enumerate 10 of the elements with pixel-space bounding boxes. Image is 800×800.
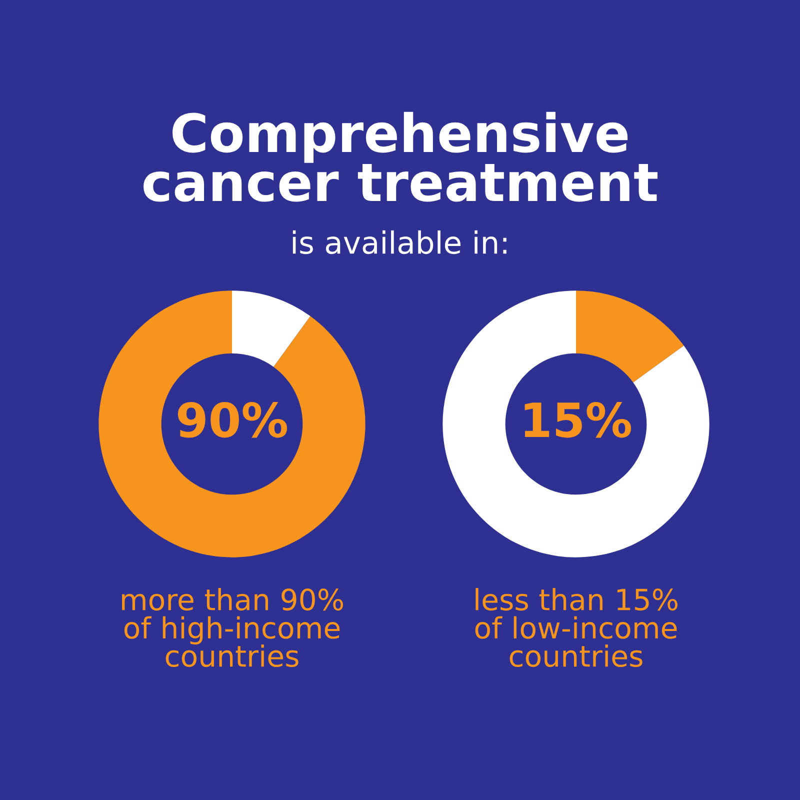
text: less than 15% of low-income countries xyxy=(475,588,678,668)
text: 15% xyxy=(524,402,632,438)
donut-slice xyxy=(232,290,310,367)
chart-title: Comprehensive cancer treatment xyxy=(144,112,658,202)
donut-slice xyxy=(442,290,710,558)
donut-slice xyxy=(98,290,366,558)
donut-slice xyxy=(576,290,684,382)
chart-subtitle: is available in: xyxy=(292,230,506,254)
text: more than 90% of high-income countries xyxy=(122,588,343,668)
text: 90% xyxy=(178,402,288,438)
